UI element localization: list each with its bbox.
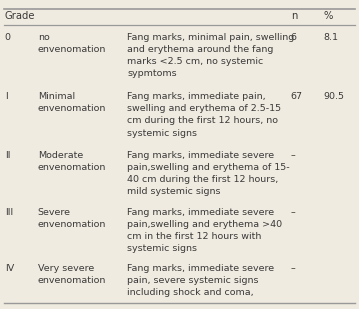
Text: Fang marks, immediate severe
pain,swelling and erythema >40
cm in the first 12 h: Fang marks, immediate severe pain,swelli… (127, 208, 283, 253)
Text: n: n (291, 11, 297, 21)
Text: %: % (323, 11, 332, 21)
Text: –: – (291, 208, 295, 217)
Text: 6: 6 (291, 33, 297, 42)
Text: IV: IV (5, 264, 14, 273)
Text: 0: 0 (5, 33, 11, 42)
Text: Minimal
envenomation: Minimal envenomation (38, 92, 106, 113)
Text: III: III (5, 208, 13, 217)
Text: Severe
envenomation: Severe envenomation (38, 208, 106, 229)
Text: –: – (291, 151, 295, 160)
Text: Grade: Grade (5, 11, 35, 21)
Text: Fang marks, immediate severe
pain,swelling and erythema of 15-
40 cm during the : Fang marks, immediate severe pain,swelli… (127, 151, 290, 196)
Text: 67: 67 (291, 92, 303, 101)
Text: no
envenomation: no envenomation (38, 33, 106, 54)
Text: I: I (5, 92, 8, 101)
Text: –: – (291, 264, 295, 273)
Text: Fang marks, immediate pain,
swelling and erythema of 2.5-15
cm during the first : Fang marks, immediate pain, swelling and… (127, 92, 281, 138)
Text: 90.5: 90.5 (323, 92, 344, 101)
Text: Moderate
envenomation: Moderate envenomation (38, 151, 106, 172)
Text: Fang marks, immediate severe
pain, severe systemic signs
including shock and com: Fang marks, immediate severe pain, sever… (127, 264, 275, 298)
Text: Fang marks, minimal pain, swelling
and erythema around the fang
marks <2.5 cm, n: Fang marks, minimal pain, swelling and e… (127, 33, 295, 78)
Text: Very severe
envenomation: Very severe envenomation (38, 264, 106, 285)
Text: 8.1: 8.1 (323, 33, 338, 42)
Text: II: II (5, 151, 10, 160)
